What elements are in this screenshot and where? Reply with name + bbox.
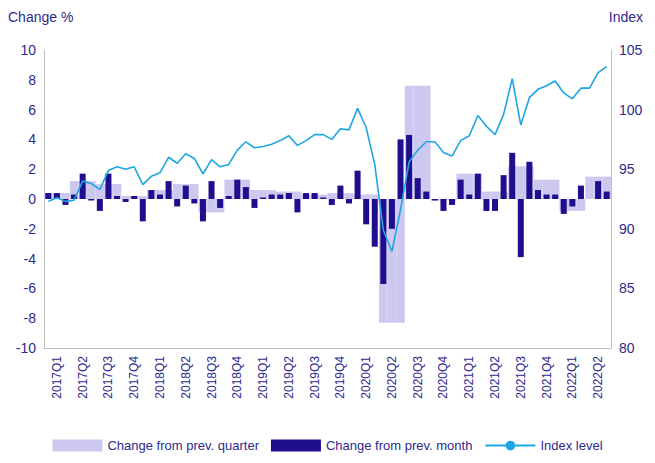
svg-text:2021Q1: 2021Q1: [462, 356, 476, 399]
svg-text:2: 2: [28, 161, 36, 177]
svg-text:2022Q1: 2022Q1: [565, 356, 579, 399]
svg-text:2018Q2: 2018Q2: [179, 356, 193, 399]
svg-text:2020Q4: 2020Q4: [436, 356, 450, 399]
svg-text:-6: -6: [24, 280, 37, 296]
svg-text:90: 90: [619, 221, 635, 237]
svg-text:2017Q2: 2017Q2: [76, 356, 90, 399]
svg-text:2018Q3: 2018Q3: [205, 356, 219, 399]
svg-text:8: 8: [28, 72, 36, 88]
svg-text:95: 95: [619, 161, 635, 177]
svg-text:2018Q1: 2018Q1: [153, 356, 167, 399]
svg-text:2019Q1: 2019Q1: [256, 356, 270, 399]
svg-text:-4: -4: [24, 251, 37, 267]
svg-text:-10: -10: [16, 340, 36, 356]
svg-text:2021Q3: 2021Q3: [514, 356, 528, 399]
svg-text:2020Q3: 2020Q3: [411, 356, 425, 399]
svg-text:10: 10: [20, 42, 36, 58]
svg-text:85: 85: [619, 280, 635, 296]
svg-text:2017Q3: 2017Q3: [101, 356, 115, 399]
svg-text:2019Q2: 2019Q2: [282, 356, 296, 399]
svg-text:4: 4: [28, 131, 36, 147]
svg-text:105: 105: [619, 42, 643, 58]
svg-text:2021Q4: 2021Q4: [540, 356, 554, 399]
svg-text:2020Q1: 2020Q1: [359, 356, 373, 399]
svg-text:2017Q4: 2017Q4: [127, 356, 141, 399]
svg-text:2018Q4: 2018Q4: [230, 356, 244, 399]
svg-text:Index level: Index level: [540, 438, 602, 453]
svg-text:-2: -2: [24, 221, 37, 237]
svg-text:2019Q4: 2019Q4: [333, 356, 347, 399]
svg-text:Change from prev. quarter: Change from prev. quarter: [107, 438, 259, 453]
svg-text:-8: -8: [24, 310, 37, 326]
svg-text:2021Q2: 2021Q2: [488, 356, 502, 399]
svg-text:2019Q3: 2019Q3: [308, 356, 322, 399]
svg-text:Index: Index: [609, 9, 643, 25]
svg-text:0: 0: [28, 191, 36, 207]
svg-text:100: 100: [619, 102, 643, 118]
svg-text:2017Q1: 2017Q1: [50, 356, 64, 399]
svg-text:2020Q2: 2020Q2: [385, 356, 399, 399]
svg-text:6: 6: [28, 102, 36, 118]
svg-text:80: 80: [619, 340, 635, 356]
svg-text:2022Q2: 2022Q2: [591, 356, 605, 399]
svg-text:Change from prev. month: Change from prev. month: [326, 438, 472, 453]
svg-text:Change %: Change %: [8, 9, 73, 25]
